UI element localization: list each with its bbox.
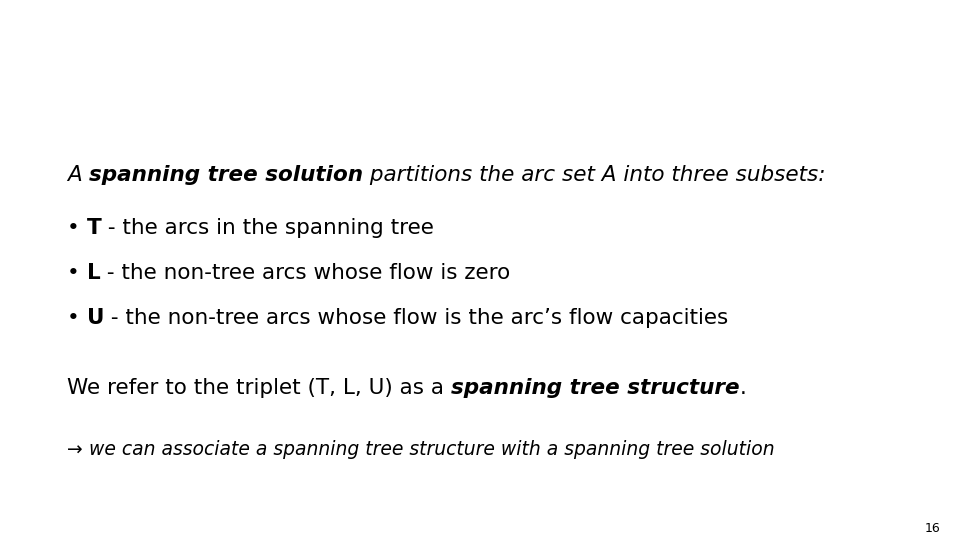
Text: •: • <box>67 263 86 283</box>
Text: U: U <box>86 308 104 328</box>
Text: we can associate a spanning tree structure with a spanning tree solution: we can associate a spanning tree structu… <box>88 440 775 459</box>
Text: - the non-tree arcs whose flow is the arc’s flow capacities: - the non-tree arcs whose flow is the ar… <box>104 308 729 328</box>
Text: - the arcs in the spanning tree: - the arcs in the spanning tree <box>102 218 434 238</box>
Text: L: L <box>86 263 101 283</box>
Text: We refer to the triplet (T, L, U) as a: We refer to the triplet (T, L, U) as a <box>67 378 451 398</box>
Text: •: • <box>67 308 86 328</box>
Text: 16: 16 <box>924 522 940 535</box>
Text: - the non-tree arcs whose flow is zero: - the non-tree arcs whose flow is zero <box>101 263 511 283</box>
Text: spanning tree solution: spanning tree solution <box>88 165 363 185</box>
Text: •: • <box>67 218 86 238</box>
Text: →: → <box>67 440 88 459</box>
Text: spanning tree structure: spanning tree structure <box>451 378 739 398</box>
Text: A: A <box>67 165 88 185</box>
Text: partitions the arc set A into three subsets:: partitions the arc set A into three subs… <box>363 165 826 185</box>
Text: T: T <box>86 218 102 238</box>
Text: .: . <box>739 378 746 398</box>
